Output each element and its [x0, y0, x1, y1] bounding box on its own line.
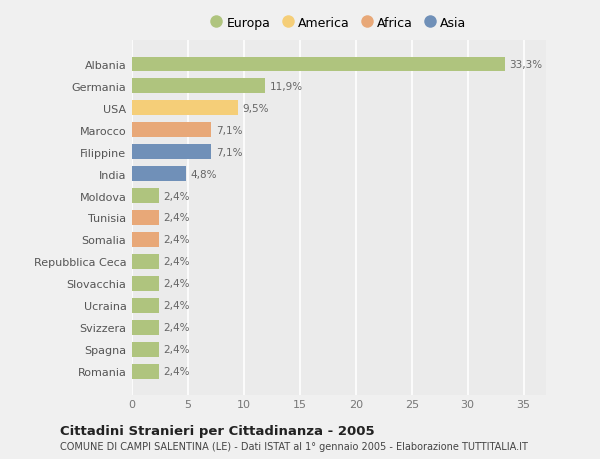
- Bar: [132, 364, 159, 379]
- Bar: [132, 342, 159, 357]
- Bar: [132, 233, 159, 247]
- Text: 2,4%: 2,4%: [163, 235, 190, 245]
- Text: 2,4%: 2,4%: [163, 345, 190, 355]
- Bar: [132, 299, 159, 313]
- Text: 2,4%: 2,4%: [163, 279, 190, 289]
- Bar: [132, 57, 505, 72]
- Text: COMUNE DI CAMPI SALENTINA (LE) - Dati ISTAT al 1° gennaio 2005 - Elaborazione TU: COMUNE DI CAMPI SALENTINA (LE) - Dati IS…: [60, 441, 528, 451]
- Text: 2,4%: 2,4%: [163, 301, 190, 311]
- Text: Cittadini Stranieri per Cittadinanza - 2005: Cittadini Stranieri per Cittadinanza - 2…: [60, 424, 374, 437]
- Bar: [132, 79, 265, 94]
- Text: 7,1%: 7,1%: [216, 147, 242, 157]
- Bar: [132, 167, 186, 181]
- Bar: [132, 277, 159, 291]
- Bar: [132, 211, 159, 225]
- Bar: [132, 189, 159, 203]
- Text: 33,3%: 33,3%: [509, 60, 542, 69]
- Text: 2,4%: 2,4%: [163, 257, 190, 267]
- Text: 2,4%: 2,4%: [163, 213, 190, 223]
- Text: 4,8%: 4,8%: [190, 169, 217, 179]
- Legend: Europa, America, Africa, Asia: Europa, America, Africa, Asia: [206, 12, 472, 35]
- Bar: [132, 145, 211, 159]
- Text: 2,4%: 2,4%: [163, 191, 190, 201]
- Bar: [132, 255, 159, 269]
- Text: 2,4%: 2,4%: [163, 367, 190, 376]
- Bar: [132, 320, 159, 335]
- Text: 2,4%: 2,4%: [163, 323, 190, 333]
- Bar: [132, 101, 238, 116]
- Text: 11,9%: 11,9%: [269, 81, 303, 91]
- Text: 7,1%: 7,1%: [216, 125, 242, 135]
- Bar: [132, 123, 211, 137]
- Text: 9,5%: 9,5%: [243, 103, 269, 113]
